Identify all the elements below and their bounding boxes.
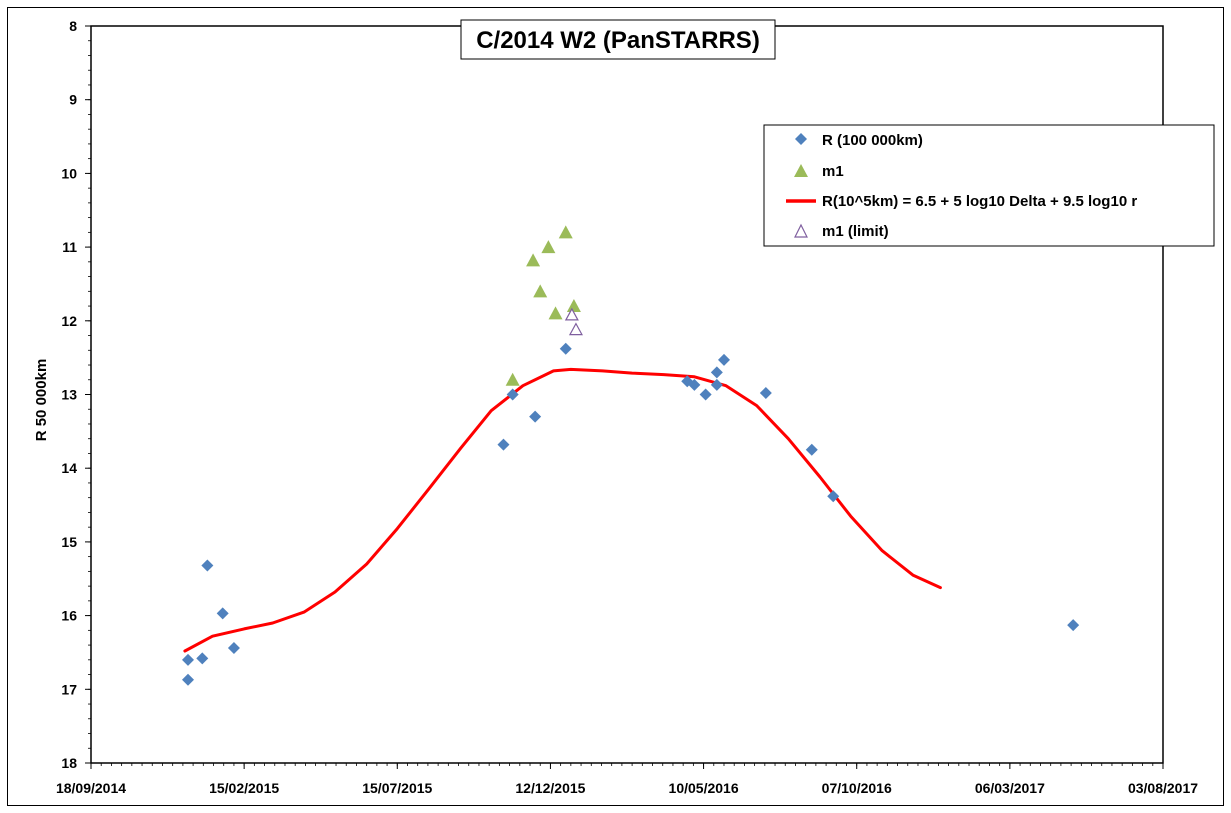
y-tick-label: 12 [61,313,77,329]
x-tick-label: 15/02/2015 [209,780,279,796]
chart-title-box: C/2014 W2 (PanSTARRS) [460,19,776,60]
y-tick-label: 15 [61,534,77,550]
chart-title: C/2014 W2 (PanSTARRS) [476,27,760,54]
m1-point [505,372,520,386]
r-point [227,642,240,655]
series-layer [181,225,1080,686]
r-point [710,366,723,379]
m1-limit-point [568,322,583,336]
r-point [805,443,818,456]
r-point [1067,619,1080,632]
r-point [827,490,840,503]
legend-fit-label: R(10^5km) = 6.5 + 5 log10 Delta + 9.5 lo… [822,193,1137,210]
m1-point [541,240,556,254]
y-tick-label: 13 [61,387,77,403]
x-tick-label: 18/09/2014 [56,780,126,796]
r-point [196,652,209,665]
y-tick-label: 18 [61,755,77,771]
y-tick-label: 8 [69,18,77,34]
r-point [699,388,712,401]
legend-limit-open-triangle-icon [794,223,808,238]
x-tick-label: 06/03/2017 [975,780,1045,796]
r-point [181,653,194,666]
x-tick-label: 10/05/2016 [669,780,739,796]
x-axis: 18/09/2014 15/02/2015 15/07/2015 12/12/2015… [56,763,1198,796]
r-point [216,607,229,620]
m1-point [533,284,548,298]
r-point [529,410,542,423]
chart-area-border [7,7,1224,806]
chart-title-frame [460,19,776,60]
legend: R (100 000km) m1 R(10^5km) = 6.5 + 5 log… [763,124,1215,247]
x-tick-label: 07/10/2016 [822,780,892,796]
y-tick-label: 11 [62,239,77,255]
r-point [506,388,519,401]
m1-point [566,299,581,313]
y-axis: 8 9 10 11 12 13 14 15 16 17 18 [61,18,91,771]
legend-m1-triangle-icon [794,164,808,177]
y-tick-label: 16 [61,608,77,624]
r-point [201,559,214,572]
y-tick-label: 10 [61,165,77,181]
legend-r-diamond-icon [795,133,807,145]
legend-m1-label: m1 [822,163,844,180]
legend-limit-label: m1 (limit) [822,223,889,240]
y-axis-title: R 50 000km [33,359,50,442]
y-tick-label: 17 [61,681,77,697]
legend-frame [763,124,1215,247]
r-point [497,438,510,451]
m1-limit-point [564,307,579,321]
r-point [759,387,772,400]
legend-r-label: R (100 000km) [822,132,923,149]
m1-point [526,253,541,267]
m1-point [558,225,573,239]
r-point [181,673,194,686]
m1-point [548,306,563,320]
r-point [710,378,723,391]
fit-line [183,367,942,653]
r-point [559,342,572,355]
x-tick-label: 12/12/2015 [515,780,585,796]
y-tick-label: 9 [69,92,77,108]
x-tick-label: 03/08/2017 [1128,780,1198,796]
y-tick-label: 14 [61,460,77,476]
r-point [717,353,730,366]
x-tick-label: 15/07/2015 [362,780,432,796]
r-point [688,378,701,391]
